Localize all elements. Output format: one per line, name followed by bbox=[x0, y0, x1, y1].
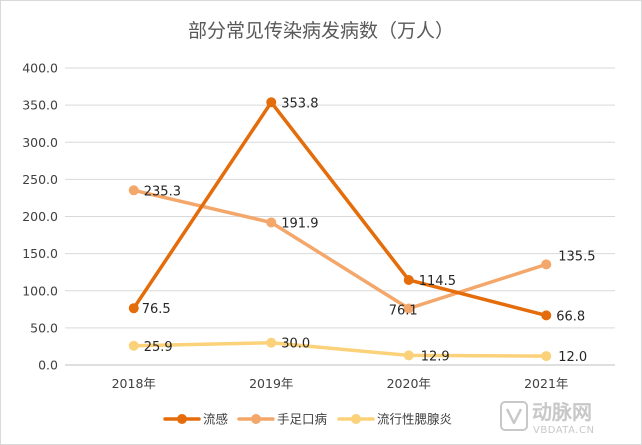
series-line bbox=[132, 340, 548, 358]
y-tick-label: 50.0 bbox=[30, 320, 58, 335]
y-tick-label: 300.0 bbox=[22, 135, 58, 150]
axes: 0.0 50.0 100.0 150.0 200.0 250.0 300.0 350.0 400… bbox=[22, 61, 615, 391]
data-label: 25.9 bbox=[144, 340, 173, 355]
y-tick-label: 250.0 bbox=[22, 172, 58, 187]
data-label: 191.9 bbox=[281, 217, 318, 232]
series-2 bbox=[128, 185, 552, 314]
data-label: 30.0 bbox=[281, 337, 310, 352]
watermark-brand: 动脉网 bbox=[532, 400, 592, 424]
data-point bbox=[403, 303, 414, 314]
data-label: 12.0 bbox=[558, 350, 587, 365]
x-tick-label: 2021年 bbox=[524, 376, 568, 391]
data-point bbox=[541, 259, 552, 270]
legend-label: 流行性腮腺炎 bbox=[377, 412, 452, 427]
x-tick-label: 2020年 bbox=[387, 376, 431, 391]
y-tick-label: 150.0 bbox=[22, 246, 58, 261]
data-label: 135.5 bbox=[558, 249, 595, 264]
data-point bbox=[403, 350, 414, 361]
watermark-site: VBDATA.CN bbox=[533, 425, 594, 436]
y-tick-label: 350.0 bbox=[22, 98, 58, 113]
series-3 bbox=[128, 337, 552, 362]
legend-marker bbox=[177, 414, 187, 424]
series-line bbox=[132, 100, 548, 318]
data-point bbox=[541, 351, 552, 362]
watermark-logo-icon bbox=[500, 401, 528, 431]
data-point bbox=[128, 185, 139, 196]
x-tick-label: 2018年 bbox=[112, 376, 156, 391]
y-tick-label: 400.0 bbox=[22, 61, 58, 76]
legend-label: 手足口病 bbox=[277, 412, 327, 427]
legend-marker bbox=[351, 414, 361, 424]
chart-title: 部分常见传染病发病数（万人） bbox=[188, 20, 454, 42]
legend-item: 流行性腮腺炎 bbox=[337, 412, 452, 427]
legend-label: 流感 bbox=[203, 412, 228, 427]
legend-marker bbox=[251, 414, 261, 424]
legend-item: 手足口病 bbox=[237, 412, 327, 427]
data-label: 114.5 bbox=[419, 274, 456, 289]
watermark: 动脉网 VBDATA.CN bbox=[500, 400, 594, 436]
data-label: 66.8 bbox=[556, 309, 585, 324]
legend-item: 流感 bbox=[163, 412, 228, 427]
y-tick-label: 0.0 bbox=[38, 358, 58, 373]
x-tick-label: 2019年 bbox=[249, 376, 293, 391]
y-tick-label: 200.0 bbox=[22, 209, 58, 224]
data-point bbox=[266, 337, 277, 348]
data-point bbox=[128, 340, 139, 351]
data-point bbox=[266, 217, 277, 228]
data-point bbox=[541, 310, 552, 321]
data-point bbox=[266, 97, 277, 108]
series-group bbox=[128, 97, 552, 362]
data-label: 76.1 bbox=[389, 303, 418, 318]
data-labels: 76.5 353.8 114.5 66.8 235.3 191.9 76.1 135.5 25.… bbox=[142, 96, 596, 365]
legend: 流感 手足口病 流行性腮腺炎 bbox=[163, 412, 452, 427]
data-point bbox=[128, 303, 139, 314]
data-point bbox=[403, 274, 414, 285]
data-label: 12.9 bbox=[421, 349, 450, 364]
data-label: 235.3 bbox=[144, 184, 181, 199]
series-1 bbox=[128, 97, 552, 321]
y-tick-label: 100.0 bbox=[22, 283, 58, 298]
data-label: 76.5 bbox=[142, 302, 171, 317]
data-label: 353.8 bbox=[281, 96, 318, 111]
grid bbox=[65, 67, 615, 329]
